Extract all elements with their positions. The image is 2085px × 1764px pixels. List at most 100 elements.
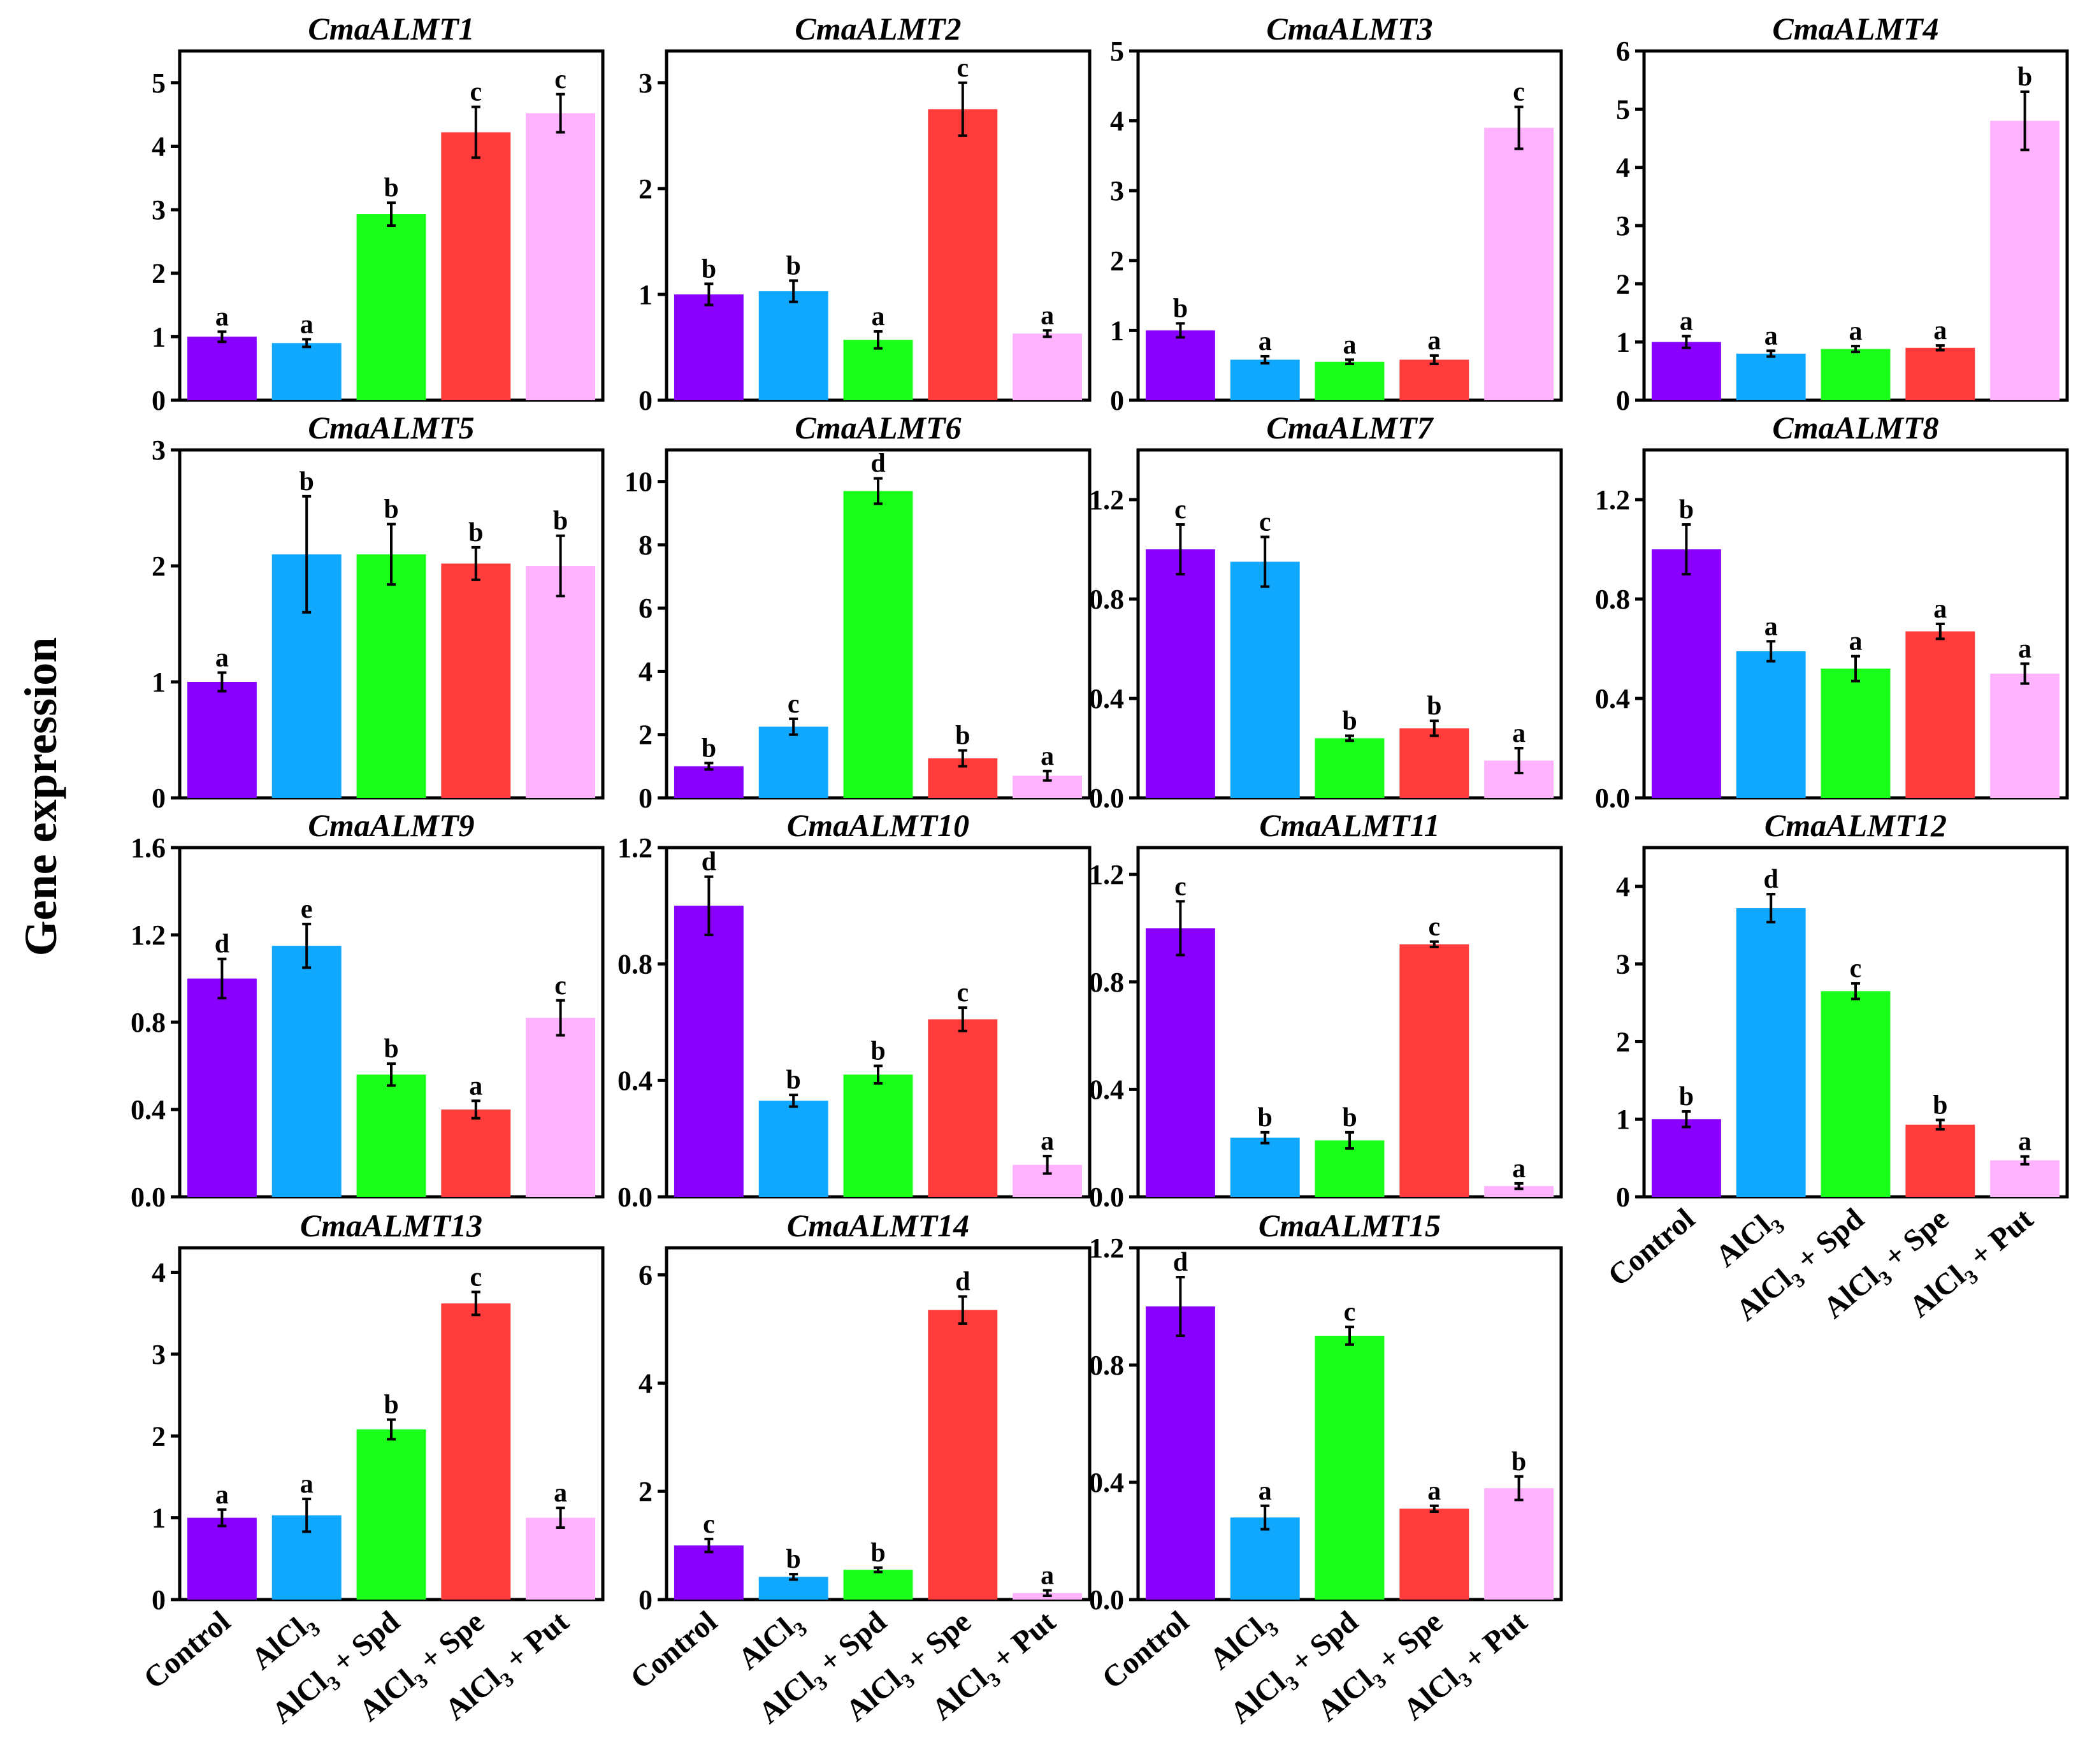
- significance-letter: a: [1259, 1477, 1272, 1506]
- bar-5: [1484, 127, 1554, 400]
- y-tick-label: 0.4: [1089, 1467, 1124, 1498]
- bar-3: [843, 1074, 913, 1197]
- bar-2: [1736, 353, 1806, 400]
- y-tick-label: 0: [1616, 1182, 1630, 1213]
- bar-3: [356, 1074, 426, 1197]
- significance-letter: c: [1428, 913, 1440, 942]
- panel-cmaalmt5: CmaALMT5 0 1 2 3 a b b b b: [152, 410, 605, 814]
- x-category-main: Control: [624, 1605, 723, 1696]
- significance-letter: b: [384, 495, 398, 524]
- significance-letter: b: [702, 254, 716, 284]
- significance-letter: b: [1427, 691, 1441, 721]
- significance-letter: a: [215, 1480, 229, 1510]
- x-category-main: AlCl: [438, 1661, 507, 1726]
- bar-1: [187, 682, 257, 798]
- bar-1: [1145, 1306, 1215, 1600]
- bar-1: [674, 766, 744, 798]
- significance-letter: c: [1174, 872, 1187, 901]
- y-tick-label: 5: [152, 68, 166, 99]
- x-category-treatment: + Put: [493, 1605, 575, 1681]
- y-tick-label: 0.4: [1089, 1074, 1124, 1105]
- bar-2: [1230, 1138, 1300, 1197]
- y-tick-label: 4: [638, 1368, 653, 1399]
- panel-cmaalmt8: CmaALMT8 0.0 0.4 0.8 1.2 b a a a a: [1595, 410, 2069, 814]
- y-tick-label: 0: [1616, 385, 1630, 416]
- significance-letter: a: [1933, 316, 1947, 345]
- significance-letter: b: [1933, 1090, 1947, 1120]
- significance-letter: a: [1041, 1561, 1054, 1591]
- panel-cmaalmt2: CmaALMT2 0 1 2 3 b b a c a: [638, 11, 1092, 416]
- bar-5: [1990, 674, 2060, 798]
- significance-letter: c: [470, 1262, 482, 1292]
- x-category-main: AlCl: [1709, 1208, 1778, 1273]
- y-tick-label: 4: [1616, 152, 1630, 184]
- y-tick-label: 1: [1616, 1104, 1630, 1135]
- x-category-treatment: + Put: [1452, 1605, 1534, 1681]
- y-tick-label: 3: [1110, 175, 1124, 206]
- y-tick-label: 0.0: [1089, 783, 1124, 814]
- y-tick-label: 4: [152, 1257, 166, 1289]
- bar-3: [843, 340, 913, 400]
- x-category-label: Control: [137, 1605, 236, 1696]
- significance-letter: b: [786, 251, 801, 280]
- bar-1: [1651, 342, 1721, 400]
- bar-4: [441, 1303, 511, 1600]
- bar-4: [441, 1110, 511, 1197]
- bar-1: [1145, 330, 1215, 400]
- bar-3: [1821, 349, 1891, 400]
- y-tick-label: 0.8: [617, 949, 653, 980]
- y-tick-label: 0.8: [1089, 967, 1124, 998]
- bar-4: [1399, 944, 1469, 1197]
- significance-letter: c: [956, 54, 969, 83]
- panel-cmaalmt7: CmaALMT7 0.0 0.4 0.8 1.2 c c b b a: [1089, 410, 1563, 814]
- y-tick-label: 1.6: [131, 832, 166, 864]
- significance-letter: b: [955, 721, 970, 751]
- y-tick-label: 1: [1616, 327, 1630, 358]
- bar-3: [1315, 1140, 1385, 1197]
- x-category-main: Control: [1601, 1202, 1701, 1293]
- y-tick-label: 1: [638, 279, 653, 310]
- y-tick-label: 0.4: [131, 1094, 166, 1125]
- bar-1: [674, 1545, 744, 1600]
- panel-title: CmaALMT11: [1259, 807, 1439, 843]
- y-tick-label: 2: [638, 719, 653, 751]
- x-category-main: AlCl: [245, 1611, 314, 1676]
- y-tick-label: 3: [1616, 949, 1630, 980]
- significance-letter: c: [788, 690, 800, 719]
- significance-letter: d: [1764, 865, 1778, 894]
- y-tick-label: 4: [152, 131, 166, 162]
- significance-letter: a: [469, 1071, 482, 1101]
- bar-3: [356, 214, 426, 400]
- panel-title: CmaALMT8: [1772, 410, 1938, 445]
- significance-letter: a: [1427, 326, 1441, 356]
- bar-2: [758, 291, 828, 400]
- bar-3: [1821, 991, 1891, 1197]
- bar-2: [1230, 561, 1300, 798]
- y-tick-label: 0: [1110, 385, 1124, 416]
- y-tick-label: 10: [624, 466, 653, 498]
- significance-letter: b: [1342, 1103, 1357, 1132]
- significance-letter: a: [1512, 1154, 1526, 1183]
- y-tick-label: 1.2: [1089, 1233, 1124, 1264]
- y-tick-label: 0: [638, 385, 653, 416]
- significance-letter: c: [1850, 954, 1862, 983]
- y-tick-label: 1: [152, 667, 166, 698]
- significance-letter: b: [2017, 62, 2032, 92]
- panel-title: CmaALMT7: [1266, 410, 1434, 445]
- y-tick-label: 4: [1110, 106, 1124, 137]
- x-category-main: AlCl: [1311, 1663, 1380, 1728]
- bar-4: [441, 563, 511, 798]
- significance-letter: a: [1512, 719, 1526, 748]
- bar-1: [187, 978, 257, 1197]
- bar-1: [1145, 549, 1215, 798]
- bar-1: [1651, 549, 1721, 798]
- y-tick-label: 4: [638, 656, 653, 687]
- x-category-label: Control: [1601, 1202, 1701, 1293]
- panel-title: CmaALMT5: [308, 410, 474, 445]
- bar-5: [1484, 1488, 1554, 1600]
- significance-letter: a: [1764, 612, 1778, 641]
- significance-letter: a: [1849, 627, 1863, 656]
- bar-1: [674, 906, 744, 1197]
